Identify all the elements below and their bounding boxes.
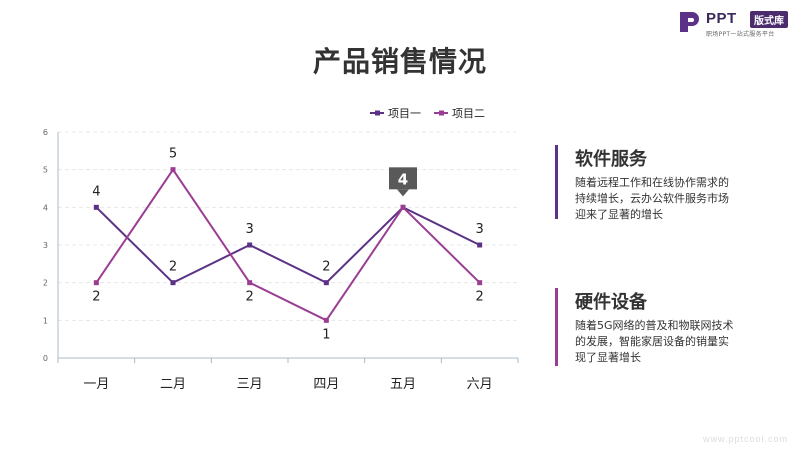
y-tick-label: 1 — [43, 316, 48, 325]
data-label: 4 — [92, 184, 100, 199]
data-label: 1 — [322, 327, 330, 342]
highlight-label: 4 — [398, 170, 408, 188]
card-accent-bar — [555, 288, 558, 366]
data-label: 2 — [322, 260, 330, 275]
logo-icon — [680, 12, 699, 32]
x-tick-label: 六月 — [467, 377, 493, 392]
card-text: 随着5G网络的普及和物联网技术的发展，智能家居设备的销量实现了显著增长 — [575, 319, 734, 364]
legend-marker — [375, 110, 380, 116]
series-2-point — [477, 280, 483, 286]
logo-tagline: 职场PPT一站式服务平台 — [706, 31, 775, 38]
card-title: 软件服务 — [575, 149, 647, 170]
x-tick-label: 五月 — [390, 377, 416, 392]
x-tick-label: 一月 — [83, 377, 109, 392]
brand-logo: PPT 版式库 职场PPT一站式服务平台 — [678, 8, 794, 38]
card-text: 随着远程工作和在线协作需求的持续增长，云办公软件服务市场迎来了显著的增长 — [575, 176, 729, 221]
series-1-point — [247, 242, 253, 248]
legend-marker — [439, 110, 444, 116]
legend-label: 项目一 — [388, 107, 421, 120]
x-tick-label: 四月 — [313, 377, 339, 392]
series-2-point — [93, 280, 99, 286]
page-title: 产品销售情况 — [312, 45, 487, 78]
data-label: 3 — [476, 222, 484, 237]
y-tick-label: 5 — [43, 166, 48, 175]
legend-label: 项目二 — [452, 107, 485, 120]
logo-brand: PPT — [706, 10, 737, 27]
series-1-point — [323, 280, 329, 286]
data-label: 2 — [246, 290, 254, 305]
y-tick-label: 3 — [43, 241, 48, 250]
series-1-point — [170, 280, 176, 286]
y-tick-label: 2 — [43, 279, 48, 288]
series-2-point — [400, 204, 406, 210]
series-line-2 — [95, 167, 481, 322]
logo-badge: 版式库 — [750, 11, 788, 28]
data-label: 3 — [246, 222, 254, 237]
highlight-callout — [389, 167, 417, 190]
data-label: 2 — [92, 290, 100, 305]
y-tick-label: 6 — [43, 128, 48, 137]
footer-url: www.pptcool.com — [702, 434, 788, 444]
x-tick-label: 二月 — [160, 377, 186, 392]
y-tick-label: 0 — [43, 354, 48, 363]
x-tick-label: 三月 — [237, 377, 263, 392]
series-2-point — [247, 280, 253, 286]
series-2-point — [323, 317, 329, 323]
data-label: 2 — [476, 290, 484, 305]
series-2-point — [170, 167, 176, 173]
data-label: 5 — [169, 147, 177, 162]
data-label: 2 — [169, 260, 177, 275]
highlight-callout-arrow — [397, 189, 409, 197]
card-accent-bar — [555, 145, 558, 219]
series-line-1 — [95, 206, 481, 284]
series-1-point — [477, 242, 483, 248]
y-tick-label: 4 — [43, 203, 48, 212]
card-title: 硬件设备 — [575, 292, 647, 313]
series-1-point — [93, 204, 99, 210]
